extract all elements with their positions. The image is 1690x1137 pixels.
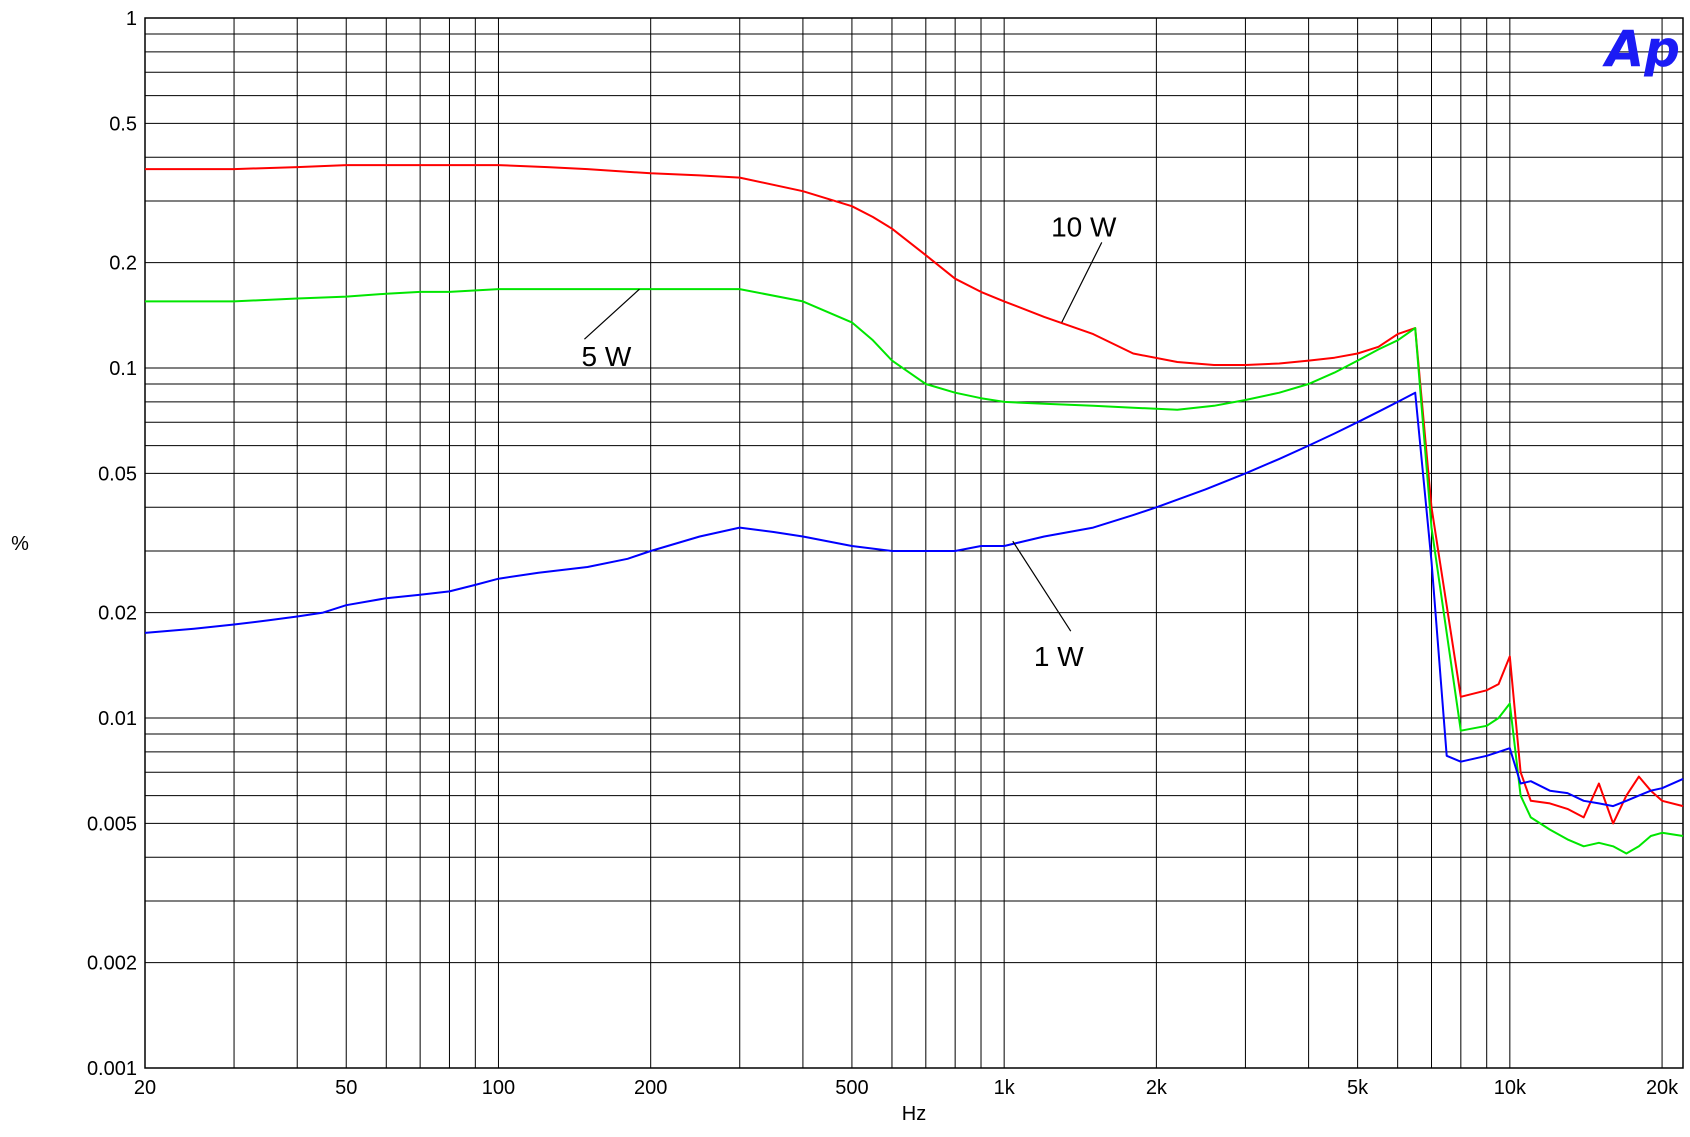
x-tick-label: 1k	[994, 1077, 1016, 1099]
x-tick-label: 50	[335, 1077, 357, 1099]
x-tick-labels: 20 50 100 200 500 1k 2k 5k 10k 20k	[134, 1077, 1679, 1099]
annotation-leader	[1061, 242, 1103, 323]
x-tick-label: 5k	[1347, 1077, 1369, 1099]
x-tick-label: 2k	[1146, 1077, 1168, 1099]
series-line-10w	[145, 164, 1684, 825]
x-tick-label: 100	[482, 1077, 515, 1099]
annotation-label: 5 W	[582, 341, 632, 372]
x-tick-label: 200	[634, 1077, 667, 1099]
y-axis-label: %	[11, 533, 29, 555]
annotation-leader	[1012, 540, 1072, 632]
grid-lines	[144, 17, 1683, 1069]
y-tick-label: 0.01	[98, 708, 137, 730]
series-line-5w	[145, 288, 1684, 855]
x-axis-label: Hz	[902, 1103, 926, 1125]
x-tick-label: 10k	[1494, 1077, 1527, 1099]
annotation-label: 1 W	[1034, 641, 1084, 672]
y-tick-labels: 1 0.5 0.2 0.1 0.05 0.02 0.01 0.005 0.002 0.001	[87, 8, 137, 1080]
x-tick-label: 20k	[1646, 1077, 1679, 1099]
annotations: 10 W 5 W 1 W	[582, 211, 1117, 672]
y-tick-label: 0.1	[109, 358, 137, 380]
y-tick-label: 0.05	[98, 463, 137, 485]
series-lines	[144, 164, 1684, 855]
y-tick-label: 0.001	[87, 1058, 137, 1080]
y-tick-label: 0.2	[109, 253, 137, 275]
series-line-1w	[144, 391, 1684, 808]
y-tick-label: 0.002	[87, 953, 137, 975]
y-tick-label: 1	[126, 8, 137, 30]
annotation-label: 10 W	[1051, 211, 1117, 242]
y-tick-label: 0.005	[87, 813, 137, 835]
x-tick-label: 20	[134, 1077, 156, 1099]
plot-frame	[144, 17, 1684, 1069]
annotation-leader	[584, 288, 640, 340]
y-tick-label: 0.5	[109, 113, 137, 135]
y-tick-label: 0.02	[98, 603, 137, 625]
ap-logo: Ap	[1602, 20, 1681, 78]
x-tick-label: 500	[835, 1077, 868, 1099]
